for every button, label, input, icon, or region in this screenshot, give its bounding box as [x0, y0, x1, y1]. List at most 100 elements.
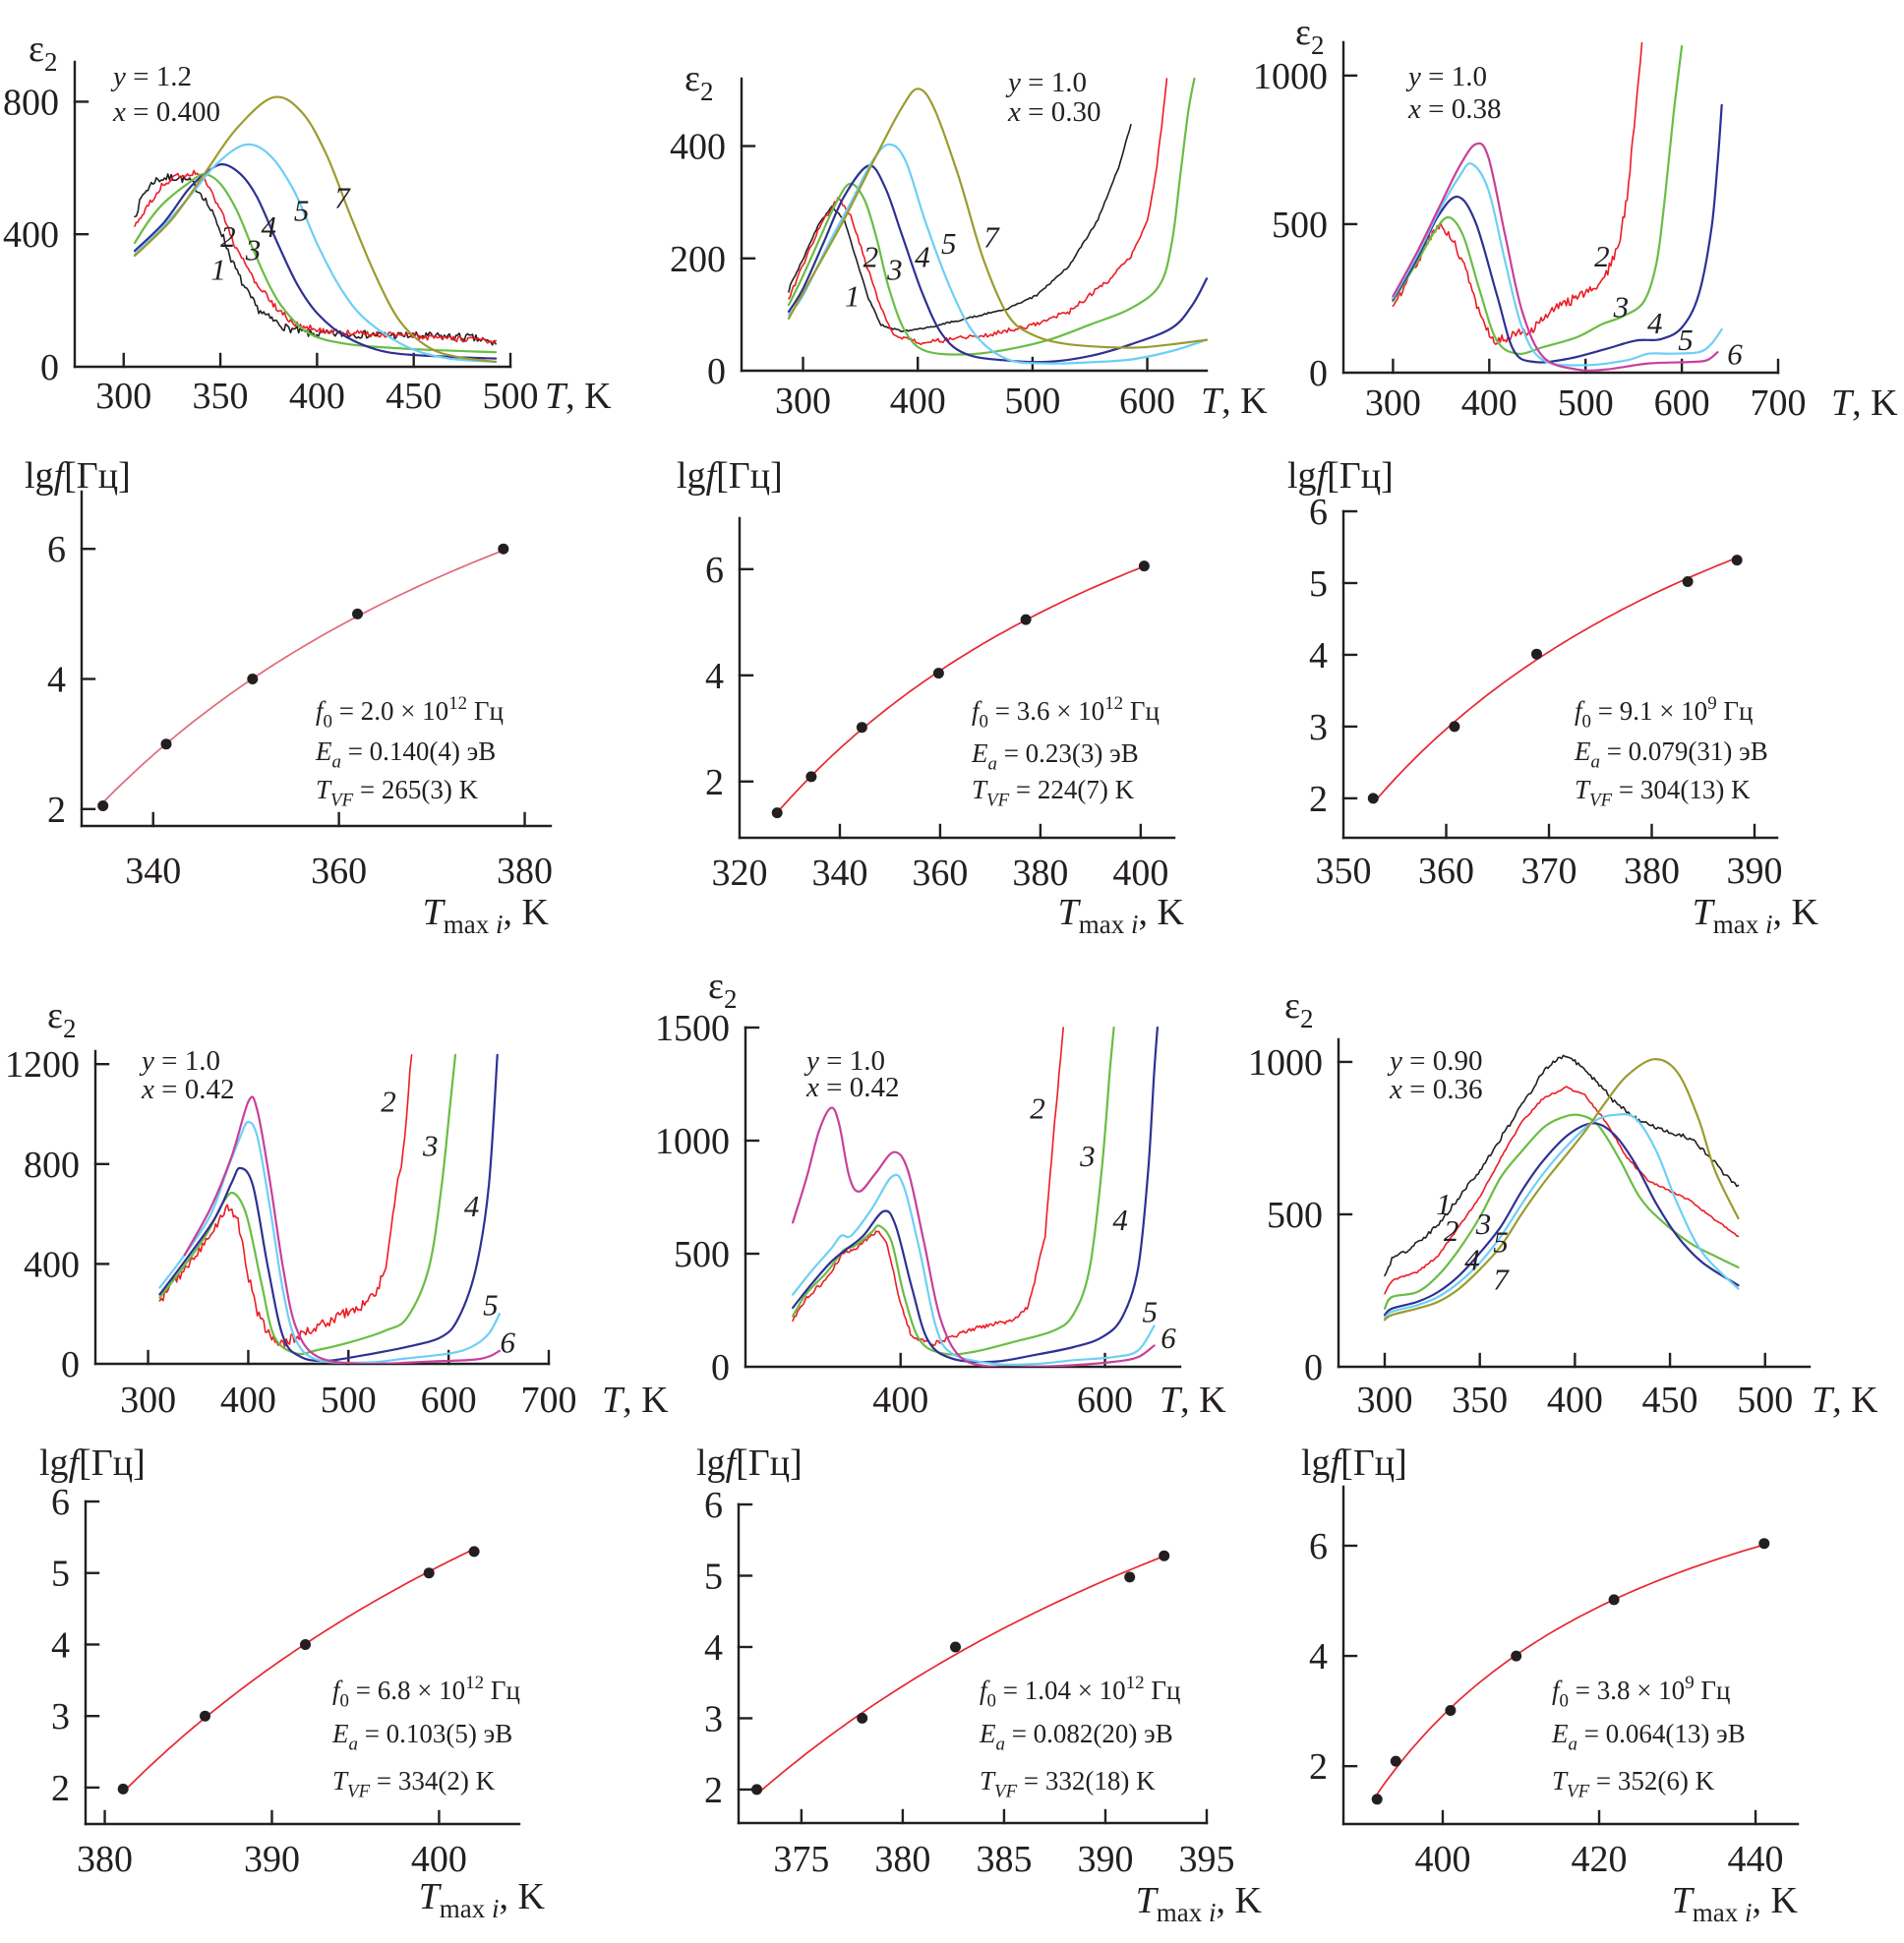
data-point: [1367, 793, 1379, 804]
curve-label: 4: [915, 239, 930, 273]
x-tick-label: 380: [77, 1839, 133, 1880]
x-tick-label: 400: [872, 1380, 928, 1421]
x-axis-subscript: max: [1693, 1898, 1745, 1927]
y-tick-label: 800: [24, 1145, 80, 1186]
text-run: f: [1552, 1676, 1563, 1705]
y-tick-label: 3: [51, 1696, 70, 1737]
y-tick-label: 3: [704, 1698, 723, 1739]
text-run: = 1.0: [154, 1045, 220, 1077]
y-axis-title: ε2: [1284, 985, 1313, 1033]
text-run: = 0.079(31) эВ: [1600, 736, 1768, 766]
x-tick-label: 350: [193, 376, 249, 417]
curve-label: 1: [210, 252, 226, 286]
composition-annotation: y = 1.2: [110, 61, 192, 92]
curve-7: [133, 95, 498, 363]
y-axis-title: lgf[Гц]: [1287, 455, 1394, 497]
x-tick-label: 450: [1642, 1380, 1698, 1421]
y-tick-label: 4: [47, 660, 66, 701]
fit-curve: [1372, 557, 1738, 804]
text-run: = 334(2) K: [370, 1766, 495, 1796]
text-run: = 3.6 × 10: [988, 696, 1104, 726]
curve-3: [787, 77, 1196, 356]
text-run: 0: [324, 712, 332, 733]
text-run: 0: [987, 1691, 996, 1712]
text-run: = 352(6) K: [1589, 1766, 1714, 1796]
curve-label: 2: [381, 1085, 396, 1119]
data-point: [160, 738, 172, 750]
x-tick-label: 300: [1356, 1380, 1412, 1421]
x-tick-label: 300: [1365, 383, 1421, 424]
x-tick-label: 440: [1728, 1839, 1784, 1880]
data-point: [423, 1567, 435, 1579]
y-tick-label: 0: [40, 347, 59, 388]
text-run: = 0.42: [819, 1072, 900, 1103]
text-run: 12: [465, 1673, 484, 1693]
data-point: [1531, 648, 1542, 660]
x-axis-subscript: max: [444, 910, 496, 939]
fit-parameter: Ea = 0.082(20) эВ: [979, 1719, 1173, 1755]
y-axis-title: ε2: [708, 966, 737, 1014]
fit-parameter: f0 = 3.8 × 109 Гц: [1552, 1673, 1730, 1711]
y-axis-symbol: ε: [47, 995, 63, 1036]
curves: [1383, 1054, 1740, 1322]
data-point: [247, 674, 259, 684]
y-tick-label: 2: [51, 1768, 70, 1809]
curve-label: 7: [1493, 1263, 1510, 1297]
y-tick-label: 6: [51, 1482, 70, 1523]
text-run: a: [1591, 752, 1600, 773]
curve-4: [792, 1026, 1159, 1364]
y-axis-symbol: ε: [1284, 985, 1300, 1027]
text-run: E: [1551, 1719, 1569, 1748]
text-run: = 0.103(5) эВ: [358, 1719, 512, 1748]
text-run: = 1.2: [126, 61, 192, 92]
data-point: [97, 800, 109, 811]
curve-label: 4: [1647, 306, 1663, 340]
x-tick-label: 370: [1521, 851, 1577, 892]
text-run: 12: [1126, 1673, 1145, 1693]
x-axis-title: T, K: [1160, 1380, 1226, 1421]
text-run: E: [971, 738, 988, 768]
x-axis-symbol: T: [1812, 1380, 1835, 1421]
composition-annotation: y = 0.90: [1387, 1045, 1482, 1077]
text-run: = 1.0: [1021, 67, 1087, 98]
x-tick-label: 385: [976, 1839, 1032, 1880]
curve-label: 6: [1160, 1321, 1176, 1355]
text-run: = 3.8 × 10: [1569, 1676, 1685, 1705]
text-run: y: [1405, 61, 1421, 92]
x-axis-symbol: T: [1693, 892, 1716, 933]
text-run: T: [1552, 1766, 1569, 1796]
text-run: 0: [1560, 1691, 1569, 1712]
y-axis-title: lgf[Гц]: [1301, 1443, 1407, 1484]
data-point: [857, 1712, 868, 1724]
text-run: = 0.140(4) эВ: [341, 736, 496, 766]
y-axis-prefix: lg: [696, 1443, 726, 1484]
x-tick-label: 360: [912, 853, 968, 894]
curve-label: 4: [464, 1189, 480, 1223]
y-tick-label: 4: [705, 656, 724, 697]
fit-parameter: f0 = 2.0 × 1012 Гц: [316, 693, 504, 732]
curve-label: 5: [1493, 1224, 1509, 1259]
curve-5: [158, 1121, 501, 1364]
x-axis-unit: , K: [1217, 1880, 1263, 1921]
text-run: Гц: [1123, 696, 1160, 726]
composition-annotation: x = 0.42: [805, 1072, 899, 1103]
curve-label: 2: [1030, 1091, 1045, 1126]
curve-label: 5: [294, 194, 310, 228]
text-run: a: [988, 754, 997, 775]
y-axis-prefix: lg: [1301, 1443, 1331, 1484]
x-tick-label: 500: [1558, 383, 1614, 424]
y-axis-symbol: ε: [708, 966, 724, 1007]
text-run: 0: [1582, 712, 1591, 733]
text-run: = 6.8 × 10: [349, 1676, 465, 1705]
text-run: = 0.30: [1021, 96, 1101, 128]
text-run: T: [1575, 775, 1591, 804]
x-axis-unit: , K: [504, 892, 550, 933]
data-point: [117, 1783, 129, 1795]
y-tick-label: 5: [1309, 563, 1328, 605]
text-run: a: [332, 752, 341, 773]
